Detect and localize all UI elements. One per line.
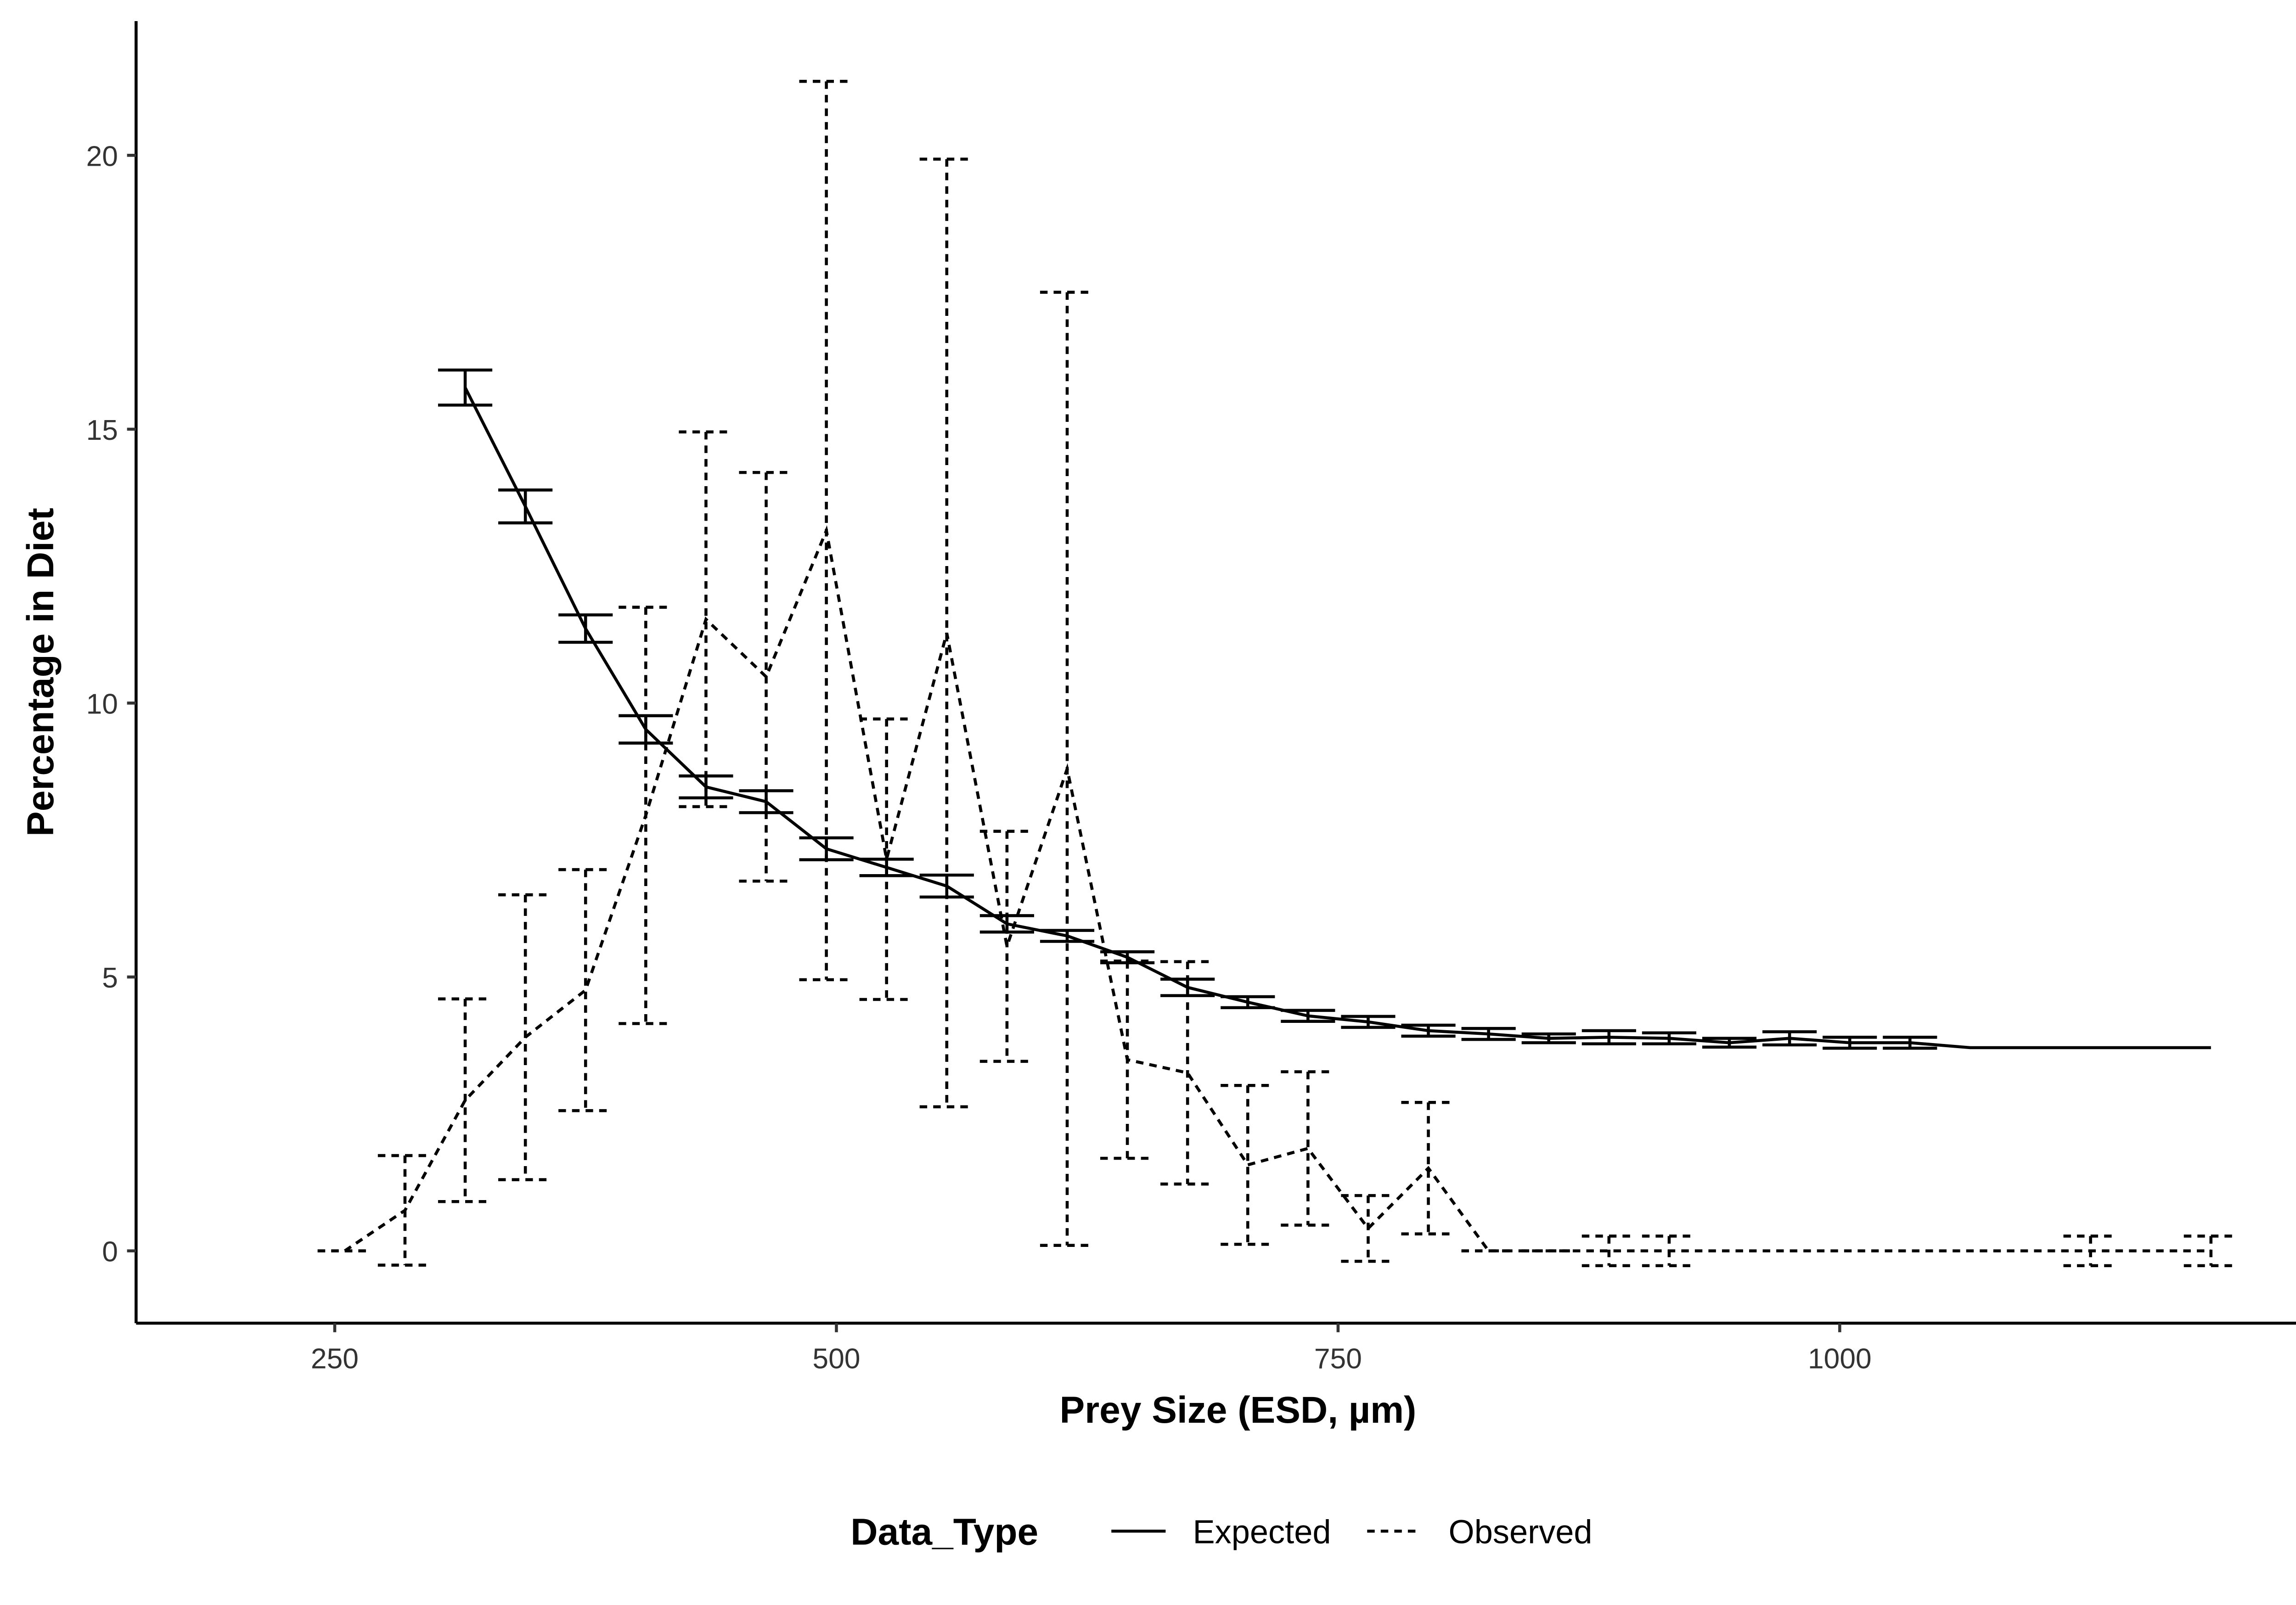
error-bar [619,606,673,1025]
error-bar [1401,1023,1456,1038]
error-bar [1461,1027,1516,1041]
error-bar [1221,1084,1275,1246]
error-bar [438,368,493,407]
error-bar [1581,1029,1636,1045]
legend-label: Expected [1193,1514,1331,1550]
error-bar [1762,1030,1817,1047]
error-bar [1341,1194,1396,1263]
x-axis-title: Prey Size (ESD, µm) [1060,1389,1417,1431]
error-bar [1281,1070,1335,1227]
y-tick-label: 0 [102,1236,118,1268]
x-tick-label: 1000 [1808,1343,1872,1375]
error-bar [1341,1015,1396,1029]
error-bar [438,997,493,1203]
error-bar [739,471,793,883]
y-axis-title: Percentage in Diet [20,508,62,836]
error-bar [1521,1032,1576,1044]
error-bar [1702,1037,1757,1049]
series-line [464,387,2211,1049]
error-bar [1160,960,1215,1186]
error-bar [799,79,854,982]
error-bar [558,868,613,1112]
error-bar [1642,1031,1697,1045]
y-tick-label: 5 [102,962,118,994]
error-bar [1581,1235,1636,1268]
error-bar [558,613,613,644]
error-bar [979,830,1034,1063]
error-bar [1401,1101,1456,1235]
error-bar [1040,291,1095,1247]
series-line [343,525,2211,1252]
error-bar [1883,1036,1937,1050]
error-bar [2063,1235,2118,1268]
y-tick-label: 15 [86,415,118,446]
y-tick-label: 20 [86,140,118,172]
error-bar [498,893,553,1181]
error-bar [679,430,733,808]
x-tick-label: 500 [812,1343,860,1375]
legend-label: Observed [1449,1514,1593,1550]
error-bar [377,1154,433,1267]
error-bar [1823,1036,1877,1050]
y-tick-label: 10 [86,688,118,720]
error-bar [919,157,974,1109]
error-bar [1642,1235,1697,1268]
error-bar [498,488,553,525]
series [438,368,2211,1050]
error-bar [2183,1235,2238,1268]
legend-title: Data_Type [850,1511,1038,1553]
error-bar [1281,1009,1335,1023]
error-bar [859,717,914,1001]
error-bar [1100,960,1155,1160]
series [317,79,2238,1268]
x-tick-label: 250 [311,1343,359,1375]
error-bar [1221,995,1275,1010]
x-tick-label: 750 [1314,1343,1362,1375]
